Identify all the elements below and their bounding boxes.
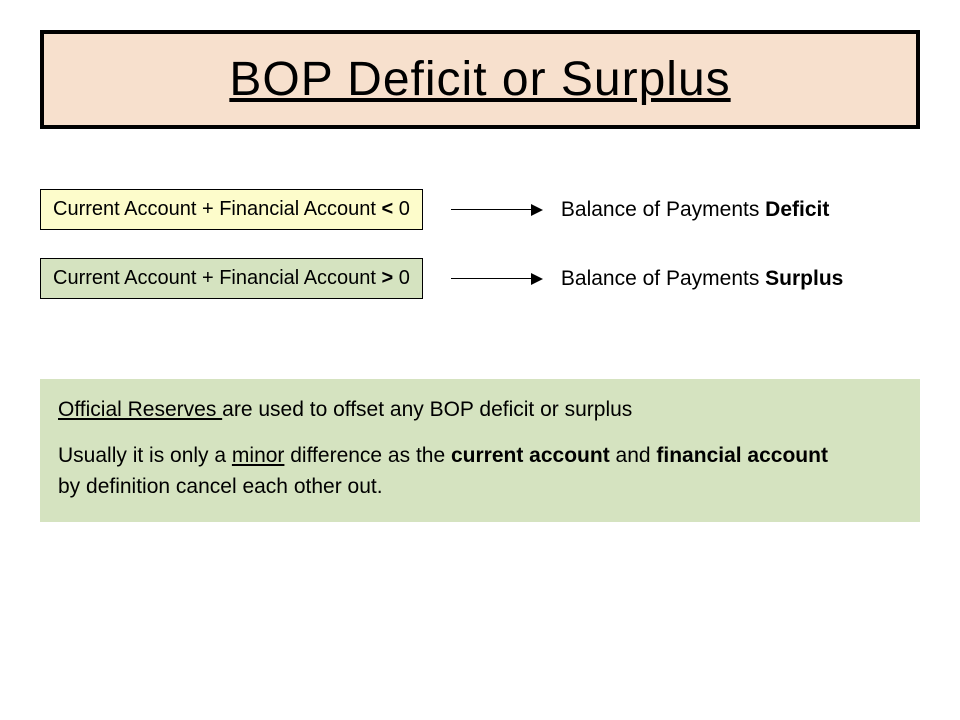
note-current-account: current account <box>451 444 610 467</box>
note-line-1: Official Reserves are used to offset any… <box>58 395 902 425</box>
title-box: BOP Deficit or Surplus <box>40 30 920 129</box>
formula-suffix: 0 <box>393 198 410 220</box>
note-line-2: Usually it is only a minor difference as… <box>58 441 902 471</box>
deficit-row: Current Account + Financial Account < 0 … <box>40 189 920 230</box>
surplus-formula-box: Current Account + Financial Account > 0 <box>40 258 423 299</box>
page-title: BOP Deficit or Surplus <box>64 52 896 107</box>
result-bold: Surplus <box>765 267 843 290</box>
note-line1-rest: are used to offset any BOP deficit or su… <box>222 398 632 421</box>
operator-less-than: < <box>382 198 394 220</box>
note-box: Official Reserves are used to offset any… <box>40 379 920 522</box>
note-l2a: Usually it is only a <box>58 444 232 467</box>
result-prefix: Balance of Payments <box>561 267 765 290</box>
note-financial-account: financial account <box>656 444 828 467</box>
operator-greater-than: > <box>382 267 394 289</box>
arrow-icon <box>451 273 543 285</box>
note-minor: minor <box>232 444 285 467</box>
formula-text: Current Account + Financial Account <box>53 267 382 289</box>
formula-suffix: 0 <box>393 267 410 289</box>
note-official-reserves: Official Reserves <box>58 398 222 421</box>
note-l2c: and <box>610 444 657 467</box>
result-prefix: Balance of Payments <box>561 198 765 221</box>
arrow-icon <box>451 204 543 216</box>
note-line-3: by definition cancel each other out. <box>58 472 902 502</box>
surplus-row: Current Account + Financial Account > 0 … <box>40 258 920 299</box>
formula-text: Current Account + Financial Account <box>53 198 382 220</box>
deficit-formula-box: Current Account + Financial Account < 0 <box>40 189 423 230</box>
deficit-result: Balance of Payments Deficit <box>561 198 829 222</box>
note-l2b: difference as the <box>284 444 451 467</box>
surplus-result: Balance of Payments Surplus <box>561 267 843 291</box>
result-bold: Deficit <box>765 198 829 221</box>
